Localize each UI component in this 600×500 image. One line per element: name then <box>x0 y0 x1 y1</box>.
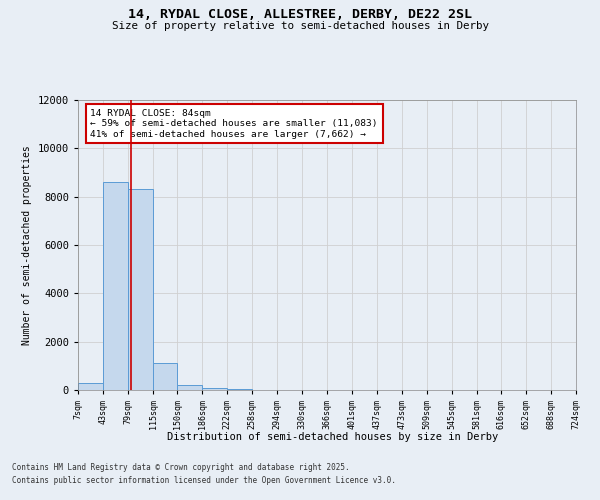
Text: Distribution of semi-detached houses by size in Derby: Distribution of semi-detached houses by … <box>167 432 499 442</box>
Text: Size of property relative to semi-detached houses in Derby: Size of property relative to semi-detach… <box>112 21 488 31</box>
Y-axis label: Number of semi-detached properties: Number of semi-detached properties <box>22 145 32 345</box>
Bar <box>128 190 153 390</box>
Bar <box>103 182 128 390</box>
Bar <box>178 385 202 390</box>
Bar <box>227 389 253 390</box>
Bar <box>78 383 103 390</box>
Text: 14, RYDAL CLOSE, ALLESTREE, DERBY, DE22 2SL: 14, RYDAL CLOSE, ALLESTREE, DERBY, DE22 … <box>128 8 472 20</box>
Text: Contains HM Land Registry data © Crown copyright and database right 2025.: Contains HM Land Registry data © Crown c… <box>12 462 350 471</box>
Bar <box>202 388 227 390</box>
Bar <box>153 364 178 390</box>
Text: Contains public sector information licensed under the Open Government Licence v3: Contains public sector information licen… <box>12 476 396 485</box>
Text: 14 RYDAL CLOSE: 84sqm
← 59% of semi-detached houses are smaller (11,083)
41% of : 14 RYDAL CLOSE: 84sqm ← 59% of semi-deta… <box>91 108 378 138</box>
